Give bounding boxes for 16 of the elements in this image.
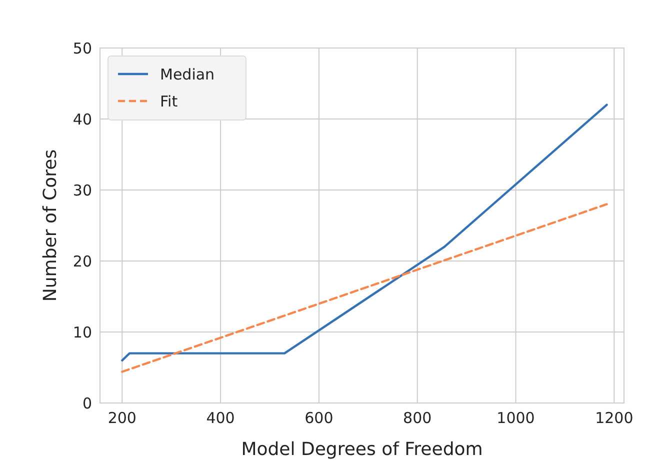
y-tick-label: 20: [72, 252, 92, 270]
x-tick-label: 200: [108, 409, 136, 427]
x-tick-label: 1000: [496, 409, 535, 427]
legend-label: Fit: [160, 92, 178, 110]
y-tick-label: 10: [72, 323, 92, 342]
x-tick-label: 1200: [595, 409, 634, 427]
y-tick-label: 40: [72, 110, 92, 128]
x-tick-label: 800: [403, 409, 432, 427]
y-tick-label: 50: [72, 39, 92, 58]
legend-label: Median: [160, 65, 215, 84]
y-tick-label: 30: [72, 181, 92, 200]
y-axis-title: Number of Cores: [40, 149, 61, 302]
x-axis-title: Model Degrees of Freedom: [241, 439, 483, 460]
x-tick-label: 600: [304, 409, 334, 427]
x-tick-label: 400: [206, 409, 235, 427]
y-tick-label: 0: [82, 394, 92, 412]
